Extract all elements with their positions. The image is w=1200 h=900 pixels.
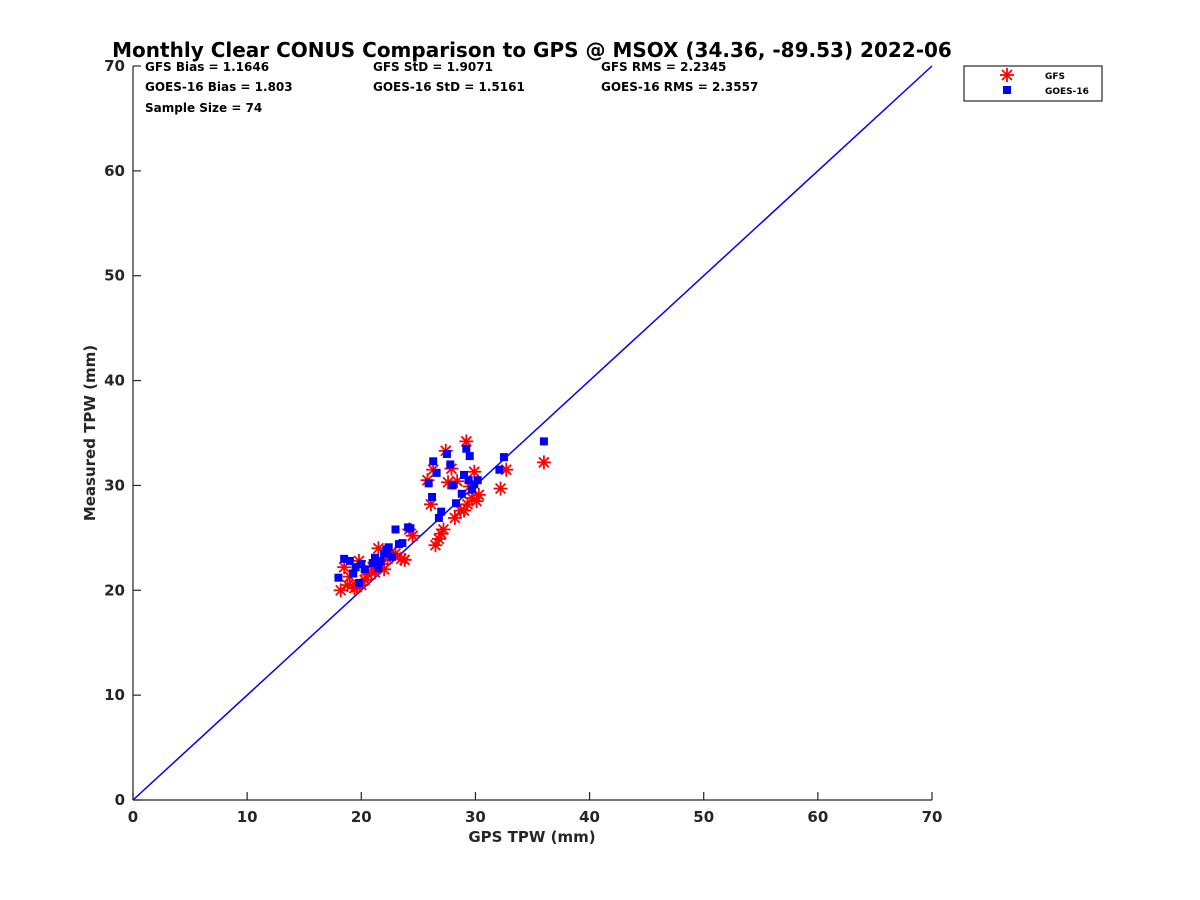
goes16-point [351, 563, 360, 572]
x-tick-label: 10 [237, 808, 258, 826]
goes16-point [470, 480, 479, 489]
goes16-point [368, 559, 377, 568]
x-tick-label: 0 [128, 808, 138, 826]
y-tick-label: 70 [104, 57, 125, 75]
y-tick-label: 50 [104, 267, 125, 285]
goes-bias-label: GOES-16 Bias = 1.803 [145, 80, 293, 94]
goes16-point [370, 553, 379, 562]
goes16-point [334, 573, 343, 582]
gfs-point [471, 487, 486, 502]
gfs-series [333, 434, 551, 598]
goes16-point [468, 485, 477, 494]
gfs-rms-label: GFS RMS = 2.2345 [601, 60, 726, 74]
x-tick-label: 40 [579, 808, 600, 826]
goes16-point [355, 578, 364, 587]
legend-gfs-asterisk [1000, 68, 1014, 82]
plot-axes [132, 66, 932, 801]
goes16-point [446, 460, 455, 469]
x-tick-label: 60 [807, 808, 828, 826]
goes16-point [349, 569, 358, 578]
legend-gfs-marker [1000, 68, 1014, 82]
goes16-point [539, 437, 548, 446]
goes16-point [340, 554, 349, 563]
goes16-point [457, 489, 466, 498]
legend-goes16-label: GOES-16 [1045, 87, 1089, 97]
goes16-point [360, 565, 369, 574]
gfs-point [436, 522, 451, 537]
x-tick-label: 50 [693, 808, 714, 826]
goes16-point [495, 465, 504, 474]
y-tick-label: 10 [104, 686, 125, 704]
goes-std-label: GOES-16 StD = 1.5161 [373, 80, 525, 94]
goes16-point [398, 539, 407, 548]
y-axis-title: Measured TPW (mm) [81, 345, 99, 521]
gfs-point [459, 434, 474, 449]
goes16-point [442, 449, 451, 458]
gfs-std-label: GFS StD = 1.9071 [373, 60, 493, 74]
goes16-point [391, 525, 400, 534]
goes-rms-label: GOES-16 RMS = 2.3557 [601, 80, 758, 94]
legend-box [963, 65, 1103, 102]
gfs-point [397, 552, 412, 567]
y-tick-label: 30 [104, 476, 125, 494]
goes16-point [432, 468, 441, 477]
reference-line [132, 65, 933, 801]
goes16-point [473, 476, 482, 485]
gfs-point [536, 455, 551, 470]
goes16-point [499, 453, 508, 462]
goes16-point [424, 479, 433, 488]
goes16-point [428, 492, 437, 501]
x-ticks: 0 10 20 30 40 50 60 70 [128, 792, 943, 826]
goes16-point [464, 476, 473, 485]
goes16-point [452, 499, 461, 508]
goes16-point [460, 470, 469, 479]
stats-annotations: GFS Bias = 1.1646 GFS StD = 1.9071 GFS R… [145, 60, 758, 115]
goes16-point [434, 513, 443, 522]
gfs-point [447, 510, 462, 525]
y-ticks: 0 10 20 30 40 50 60 70 [104, 57, 141, 809]
goes16-point [448, 481, 457, 490]
goes16-series [334, 437, 548, 587]
goes16-point [384, 543, 393, 552]
goes16-point [437, 507, 446, 516]
x-axis-title: GPS TPW (mm) [468, 828, 595, 846]
legend-gfs-label: GFS [1045, 72, 1065, 82]
y-tick-label: 20 [104, 581, 125, 599]
goes16-point [374, 564, 383, 573]
goes16-point [345, 556, 354, 565]
gfs-bias-label: GFS Bias = 1.1646 [145, 60, 269, 74]
gfs-point [493, 481, 508, 496]
y-tick-label: 0 [115, 791, 125, 809]
x-tick-label: 20 [351, 808, 372, 826]
goes16-point [380, 549, 389, 558]
goes16-point [376, 556, 385, 565]
goes16-point [388, 552, 397, 561]
y-tick-label: 60 [104, 162, 125, 180]
legend: GFS GOES-16 [963, 65, 1103, 102]
x-tick-label: 30 [465, 808, 486, 826]
gfs-point [457, 503, 472, 518]
goes16-point [465, 452, 474, 461]
goes16-point [429, 457, 438, 466]
goes16-point [462, 444, 471, 453]
y-tick-label: 40 [104, 372, 125, 390]
sample-size-label: Sample Size = 74 [145, 101, 262, 115]
x-tick-label: 70 [922, 808, 943, 826]
goes16-point [357, 560, 366, 569]
legend-goes16-marker [1003, 86, 1011, 94]
goes16-point [406, 524, 415, 533]
chart-title: Monthly Clear CONUS Comparison to GPS @ … [112, 38, 952, 62]
